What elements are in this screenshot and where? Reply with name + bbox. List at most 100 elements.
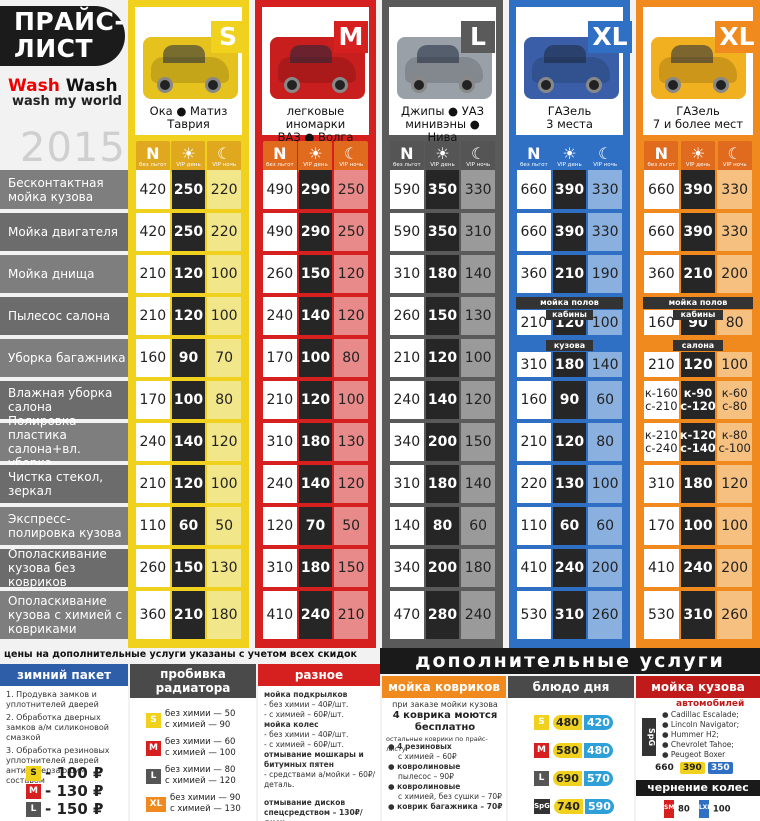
price-cell: 180 <box>298 423 333 461</box>
price-cell: 280 <box>425 591 460 639</box>
title-line-1: ПРАЙС- <box>14 7 126 36</box>
winter-title: зимний пакет <box>0 664 128 686</box>
price-cell: 60 <box>171 507 206 545</box>
price-cell: 100 <box>207 255 241 293</box>
price-cell: 120 <box>334 297 368 335</box>
service-label: Бесконтактная мойка кузова <box>0 170 128 211</box>
price-cell: 290 <box>298 213 333 251</box>
moon-icon: ☾ <box>470 143 486 163</box>
winter-prices: S - 100 ₽ M - 130 ₽ L - 150 ₽ <box>26 764 103 818</box>
tier-vip-day: ☀ VIP день <box>552 141 587 173</box>
radiator-row: XL без химии — 90 с химией — 130 <box>146 790 241 818</box>
tier-vip-day: ☀ VIP день <box>298 141 333 173</box>
category-label: ГАЗель 3 места <box>516 105 623 131</box>
letter-n-icon: N <box>527 143 541 163</box>
price-cell: 120 <box>207 423 241 461</box>
price-cell: 530 <box>644 591 679 639</box>
category-header: XL ГАЗель 3 места <box>516 7 632 135</box>
price-cell: 490 <box>263 213 297 251</box>
misc-line: - с химией – 60₽/шт. <box>264 710 344 719</box>
body-price-2: 390 <box>679 762 705 774</box>
price-cell: 150 <box>425 297 460 335</box>
winter-price: - 130 ₽ <box>45 782 104 800</box>
price-cell: 310 <box>644 465 679 503</box>
price-cell: 140 <box>425 381 460 419</box>
category-label: Джипы ● УАЗ минивэны ● Нива <box>389 105 496 144</box>
price-cell: 250 <box>171 170 206 209</box>
price-cell: 60 <box>588 507 622 545</box>
sun-icon: ☀ <box>690 143 706 163</box>
price-cell: 140 <box>298 297 333 335</box>
price-cell: к-90 с-120 <box>680 381 716 419</box>
price-cell: 100 <box>334 381 368 419</box>
dish-title: блюдо дня <box>508 676 634 698</box>
tier-vip-night: ☾ VIP ночь <box>588 141 623 173</box>
tier-vip-night: ☾ VIP ночь <box>461 141 496 173</box>
price-cell: к-60 с-80 <box>717 381 752 419</box>
price-cell: 240 <box>680 549 716 587</box>
price-cell: 120 <box>171 255 206 293</box>
category-label-2: минивэны ● Нива <box>405 117 480 144</box>
vehicle-image <box>143 37 238 99</box>
price-cell: 60 <box>552 507 587 545</box>
price-cell: 390 <box>552 213 587 251</box>
category-label-2: 7 и более мест <box>652 117 744 131</box>
tier-row: N без льгот ☀ VIP день ☾ VIP ночь <box>516 141 623 175</box>
price-cell: 240 <box>263 465 297 503</box>
radiator-row: M без химии — 60 с химией — 100 <box>146 734 241 762</box>
body-car: ● Hummer H2; <box>662 730 719 739</box>
tier-label: VIP ночь <box>212 161 237 168</box>
category-label-1: Ока ● Матиз <box>149 104 228 118</box>
mats-item: с химией, без сушки – 70₽ <box>398 792 502 801</box>
tier-regular: N без льгот <box>516 141 551 173</box>
price-cell: 360 <box>136 591 170 639</box>
price-cell: 70 <box>207 339 241 377</box>
price-cell: 240 <box>136 423 170 461</box>
price-cell: 80 <box>334 339 368 377</box>
price-cell: 660 <box>644 213 679 251</box>
price-cell: 100 <box>588 465 622 503</box>
price-cell: 110 <box>517 507 551 545</box>
mats-note: при заказе мойки кузова <box>392 700 498 709</box>
tier-row: N без льгот ☀ VIP день ☾ VIP ночь <box>643 141 753 175</box>
tier-label: VIP день <box>176 161 201 168</box>
tier-regular: N без льгот <box>644 141 679 173</box>
tier-label: без льгот <box>647 161 676 168</box>
body-car: ● Peugeot Boxer <box>662 750 726 759</box>
price-cell: 240 <box>298 591 333 639</box>
price-cell: 100 <box>717 507 752 545</box>
price-cell: 100 <box>207 465 241 503</box>
price-cell: 60 <box>588 381 622 419</box>
price-cell: 160 <box>644 310 679 335</box>
moon-icon: ☾ <box>727 143 742 163</box>
price-cell: 120 <box>171 297 206 335</box>
tier-vip-night: ☾ VIP ночь <box>334 141 369 173</box>
price-cell: 250 <box>334 170 368 209</box>
dish-new-price: 420 <box>583 714 613 730</box>
brand-word-1: Wash <box>8 76 60 96</box>
tier-label: VIP ночь <box>339 161 364 168</box>
mats-panel: мойка ковриков при заказе мойки кузова 4… <box>382 676 506 821</box>
price-cell: 120 <box>717 465 752 503</box>
price-cell: 180 <box>425 465 460 503</box>
price-cell: 50 <box>334 507 368 545</box>
price-cell: 210 <box>644 352 679 377</box>
size-badge: L <box>461 21 495 53</box>
winter-price: - 150 ₽ <box>45 800 104 818</box>
tier-vip-night: ☾ VIP ночь <box>717 141 752 173</box>
category-label: легковые иномарки ВАЗ ● Волга <box>262 105 369 144</box>
category-label-2: 3 места <box>546 117 593 131</box>
tier-label: VIP день <box>557 161 582 168</box>
price-cell: 50 <box>207 507 241 545</box>
price-cell: к-80 с-100 <box>717 423 752 461</box>
price-cell: 120 <box>263 507 297 545</box>
spg-badge: SpG <box>642 718 656 756</box>
price-cell: 140 <box>461 255 495 293</box>
price-cell: 80 <box>425 507 460 545</box>
price-cell: 310 <box>390 465 424 503</box>
mats-rest: остальные коврики по прайс-листу: <box>386 735 488 753</box>
dish-old-price: 740 <box>554 798 583 814</box>
winter-items: 1. Продувка замков и уплотнителей дверей… <box>6 690 124 786</box>
mats-item: ● ковролиновые <box>388 782 461 791</box>
price-cell: 140 <box>298 465 333 503</box>
